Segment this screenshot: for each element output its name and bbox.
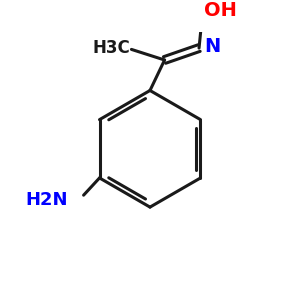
Text: H2N: H2N [25,191,68,209]
Text: OH: OH [204,1,237,20]
Text: N: N [204,37,220,56]
Text: H3C: H3C [92,39,130,57]
